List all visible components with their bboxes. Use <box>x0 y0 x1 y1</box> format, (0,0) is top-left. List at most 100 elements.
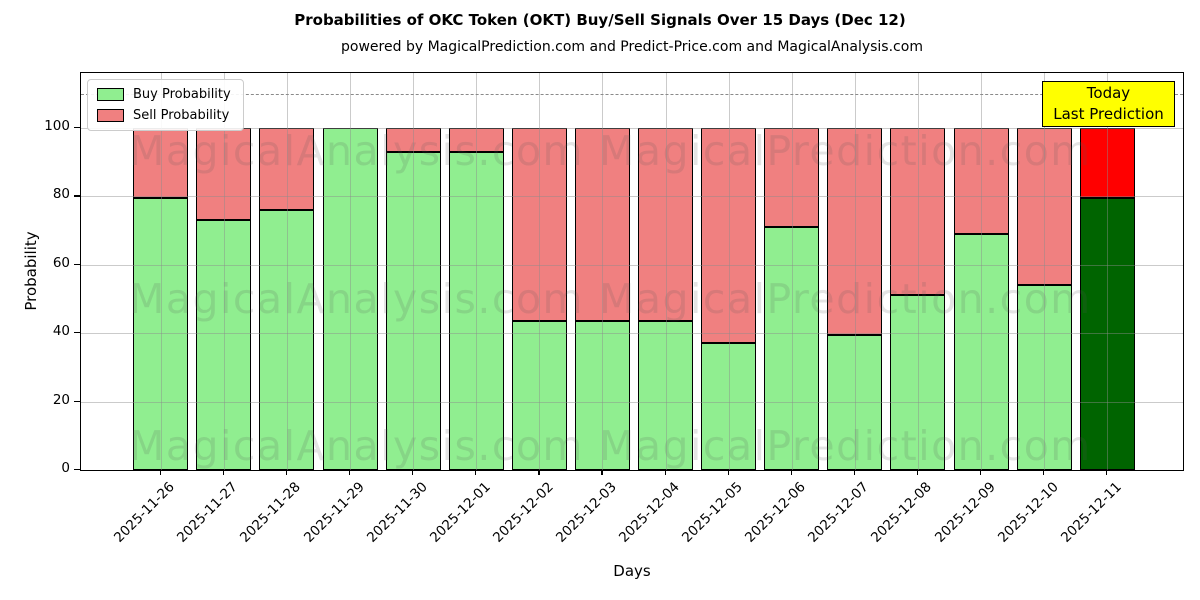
x-tick-label: 2025-12-10 <box>994 479 1062 546</box>
watermark-right: MagicalPrediction.com <box>599 422 1092 470</box>
h-gridline <box>81 264 1183 266</box>
bar-2025-11-28 <box>259 127 315 470</box>
sell-segment <box>448 127 504 152</box>
legend-label-buy: Buy Probability <box>133 87 231 102</box>
h-gridline <box>81 333 1183 335</box>
sell-segment <box>638 127 693 322</box>
h-gridline <box>81 127 1183 129</box>
legend-item-sell: Sell Probability <box>97 108 231 123</box>
bar-2025-12-09 <box>953 127 1009 470</box>
bar-2025-11-27 <box>196 127 252 470</box>
x-tick-label: 2025-11-30 <box>363 479 431 546</box>
bar-2025-12-11 <box>1079 127 1135 470</box>
buy-segment <box>574 321 630 470</box>
y-tick-label: 60 <box>52 254 70 271</box>
h-gridline <box>81 196 1183 198</box>
x-tick-mark <box>1106 469 1108 475</box>
x-tick-mark <box>538 469 540 475</box>
today-annotation-line1: Today <box>1086 84 1131 102</box>
buy-segment <box>764 227 820 470</box>
x-tick-label: 2025-12-03 <box>552 479 620 546</box>
v-gridline <box>981 73 982 470</box>
x-tick-label: 2025-11-28 <box>237 479 305 546</box>
buy-segment <box>890 295 946 470</box>
bar-2025-11-29 <box>322 127 378 470</box>
x-tick-mark <box>412 469 414 475</box>
v-gridline <box>539 73 541 470</box>
y-axis-label: Probability <box>22 231 40 311</box>
v-gridline <box>286 73 288 470</box>
x-tick-label: 2025-12-11 <box>1057 479 1125 546</box>
sell-segment <box>701 127 757 344</box>
v-gridline <box>476 73 478 470</box>
watermark-left: MagicalAnalysis.com <box>129 275 584 323</box>
x-tick-mark <box>159 469 161 475</box>
sell-segment <box>196 127 252 221</box>
legend: Buy Probability Sell Probability <box>87 79 244 131</box>
x-tick-label: 2025-12-09 <box>931 479 999 546</box>
bar-2025-12-07 <box>827 127 883 470</box>
x-tick-mark <box>601 469 603 475</box>
buy-segment <box>638 321 693 470</box>
x-tick-label: 2025-12-02 <box>489 479 557 546</box>
y-tick-label: 40 <box>52 323 70 340</box>
sell-segment <box>764 127 820 228</box>
x-tick-mark <box>664 469 666 475</box>
bar-2025-12-04 <box>638 127 693 470</box>
x-tick-mark <box>222 469 225 475</box>
buy-segment <box>511 321 567 470</box>
v-gridline <box>917 73 919 470</box>
x-tick-mark <box>980 469 982 475</box>
today-annotation: Today Last Prediction <box>1042 81 1175 127</box>
bar-2025-11-26 <box>133 127 189 470</box>
buy-segment <box>448 151 504 470</box>
bar-2025-12-03 <box>574 127 630 470</box>
sell-segment <box>890 127 946 296</box>
sell-segment <box>953 127 1009 234</box>
reference-dashed-line <box>81 93 1183 95</box>
y-tick-label: 0 <box>61 460 70 476</box>
x-tick-mark <box>1043 469 1045 475</box>
buy-segment <box>322 127 378 470</box>
y-tick-label: 80 <box>52 186 70 203</box>
v-gridline <box>1044 73 1046 470</box>
watermark-left: MagicalAnalysis.com <box>129 127 584 175</box>
bar-2025-11-30 <box>385 127 441 470</box>
legend-label-sell: Sell Probability <box>133 108 230 123</box>
y-tick-mark <box>74 469 80 471</box>
x-tick-mark <box>349 469 351 475</box>
bar-2025-12-06 <box>764 127 820 470</box>
x-tick-mark <box>916 469 919 475</box>
chart-subtitle: powered by MagicalPrediction.com and Pre… <box>341 39 923 55</box>
sell-swatch-icon <box>97 109 124 122</box>
v-gridline <box>223 73 225 470</box>
y-tick-label: 20 <box>52 391 70 408</box>
sell-segment <box>511 127 567 322</box>
v-gridline <box>791 73 793 470</box>
x-tick-label: 2025-11-27 <box>174 479 242 546</box>
bar-2025-12-01 <box>448 127 504 470</box>
watermark-left: MagicalAnalysis.com <box>129 422 584 470</box>
x-tick-mark <box>285 469 288 475</box>
v-gridline <box>602 73 604 470</box>
bar-2025-12-08 <box>890 127 946 470</box>
watermark-right: MagicalPrediction.com <box>599 127 1092 175</box>
x-tick-label: 2025-12-08 <box>868 479 936 546</box>
x-tick-label: 2025-11-26 <box>111 479 179 546</box>
buy-segment <box>133 197 189 470</box>
x-axis-label: Days <box>613 562 651 580</box>
x-tick-label: 2025-12-06 <box>742 479 810 546</box>
legend-item-buy: Buy Probability <box>97 87 231 102</box>
x-tick-label: 2025-12-05 <box>679 479 746 546</box>
watermark-right: MagicalPrediction.com <box>599 275 1092 323</box>
sell-segment <box>574 127 630 322</box>
buy-segment <box>1079 197 1135 470</box>
x-tick-label: 2025-12-07 <box>805 479 873 546</box>
y-tick-mark <box>74 400 80 402</box>
buy-swatch-icon <box>97 88 124 101</box>
v-gridline <box>350 73 351 470</box>
y-tick-mark <box>74 195 80 197</box>
chart-title: Probabilities of OKC Token (OKT) Buy/Sel… <box>294 11 906 29</box>
sell-segment <box>259 127 315 210</box>
